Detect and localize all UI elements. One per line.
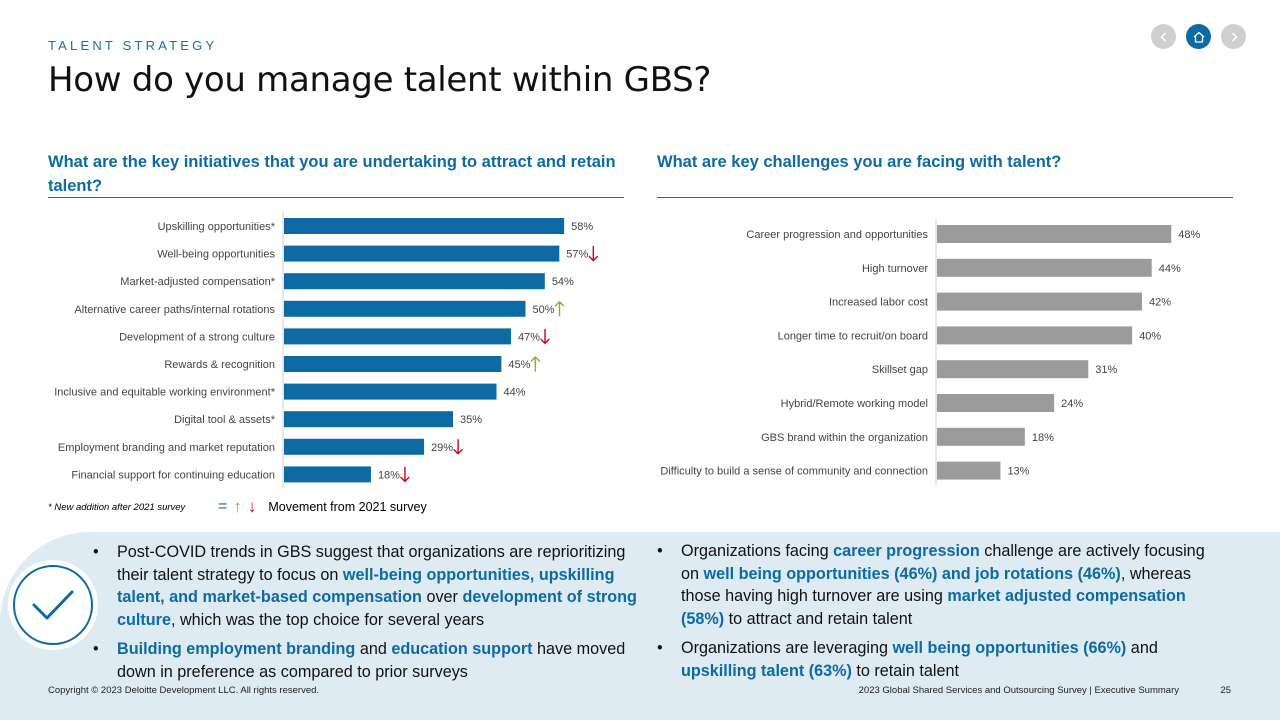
legend: = ↑ ↓ Movement from 2021 survey: [218, 497, 427, 517]
value-label: 42%: [1149, 297, 1171, 309]
value-label: 29%: [431, 442, 453, 454]
value-label: 50%: [533, 304, 555, 316]
value-label: 31%: [1095, 364, 1117, 376]
equal-icon: =: [218, 498, 228, 515]
bar: [937, 326, 1133, 345]
value-label: 58%: [571, 221, 593, 233]
value-label: 18%: [1032, 432, 1054, 444]
insight-bullet: Building employment branding and educati…: [93, 638, 652, 683]
category-label: Inclusive and equitable working environm…: [54, 387, 275, 399]
arrow-up-icon: ↑: [233, 497, 242, 516]
value-label: 45%: [508, 359, 530, 371]
next-button[interactable]: [1221, 24, 1246, 49]
chevron-left-icon: [1159, 31, 1166, 42]
prev-button[interactable]: [1151, 24, 1176, 49]
category-label: GBS brand within the organization: [761, 432, 928, 444]
value-label: 35%: [460, 414, 482, 426]
category-label: Career progression and opportunities: [746, 229, 928, 241]
arrow-down-icon: [540, 328, 550, 345]
value-label: 57%: [566, 249, 588, 261]
value-label: 47%: [518, 331, 540, 343]
category-label: Longer time to recruit/on board: [778, 330, 928, 342]
value-label: 40%: [1139, 330, 1161, 342]
slide-navigation: [1151, 24, 1246, 49]
value-label: 13%: [1007, 466, 1029, 478]
category-label: Market-adjusted compensation*: [120, 276, 275, 288]
arrow-down-icon: ↓: [247, 497, 257, 516]
left-divider: [48, 197, 624, 198]
category-label: Skillset gap: [872, 364, 928, 376]
category-label: Well-being opportunities: [157, 249, 275, 261]
initiatives-heading: What are the key initiatives that you ar…: [48, 153, 616, 195]
bar: [284, 300, 526, 317]
value-label: 18%: [378, 469, 400, 481]
bar: [937, 225, 1172, 243]
bar: [284, 466, 371, 483]
category-label: Digital tool & assets*: [174, 414, 276, 426]
arrow-down-icon: [400, 466, 410, 483]
bar: [284, 218, 565, 234]
category-label: Development of a strong culture: [119, 331, 275, 343]
bar: [284, 273, 545, 290]
value-label: 48%: [1178, 229, 1200, 241]
category-label: Difficulty to build a sense of community…: [660, 466, 928, 478]
checkmark-badge: [8, 560, 98, 650]
insight-bullet: Organizations facing career progression …: [657, 540, 1226, 630]
bar: [284, 438, 425, 455]
value-label: 54%: [552, 276, 574, 288]
value-label: 44%: [504, 387, 526, 399]
bar: [937, 394, 1055, 412]
category-label: Increased labor cost: [829, 297, 928, 309]
bar: [937, 461, 1001, 480]
category-label: Upskilling opportunities*: [158, 221, 276, 233]
legend-label: Movement from 2021 survey: [268, 500, 427, 514]
category-label: High turnover: [862, 263, 928, 275]
arrow-up-icon: [554, 301, 565, 317]
value-label: 24%: [1061, 398, 1083, 410]
bar: [937, 292, 1142, 311]
bar: [284, 245, 560, 262]
challenges-bar-chart: Career progression and opportunities 48% H…: [660, 219, 1200, 486]
category-label: Financial support for continuing educati…: [71, 469, 275, 481]
bar: [284, 383, 497, 400]
copyright: Copyright © 2023 Deloitte Development LL…: [48, 685, 320, 696]
category-label: Alternative career paths/internal rotati…: [74, 304, 275, 316]
right-divider: [657, 197, 1233, 198]
footnote: * New addition after 2021 survey: [48, 502, 186, 513]
checkmark-icon: [32, 590, 74, 620]
challenges-heading: What are key challenges you are facing w…: [657, 153, 1062, 171]
section-kicker: TALENT STRATEGY: [48, 38, 218, 53]
page-number: 25: [1220, 685, 1231, 696]
bar: [937, 258, 1152, 277]
arrow-down-icon: [453, 439, 463, 455]
left-insights: Post-COVID trends in GBS suggest that or…: [93, 541, 652, 690]
report-name: 2023 Global Shared Services and Outsourc…: [858, 685, 1179, 696]
page-title: How do you manage talent within GBS?: [48, 60, 712, 100]
chevron-right-icon: [1231, 31, 1238, 42]
category-label: Employment branding and market reputatio…: [58, 442, 275, 454]
category-label: Rewards & recognition: [164, 359, 275, 371]
insight-bullet: Post-COVID trends in GBS suggest that or…: [93, 541, 652, 631]
home-button[interactable]: [1186, 24, 1211, 49]
arrow-down-icon: [588, 245, 599, 262]
arrow-up-icon: [530, 356, 541, 372]
bar: [284, 356, 502, 372]
right-insights: Organizations facing career progression …: [657, 540, 1226, 689]
value-label: 44%: [1159, 263, 1181, 275]
bar: [937, 427, 1025, 446]
home-icon: [1193, 31, 1204, 43]
insight-bullet: Organizations are leveraging well being …: [657, 637, 1226, 682]
category-label: Hybrid/Remote working model: [781, 398, 928, 410]
bar: [937, 360, 1089, 379]
bar: [284, 411, 454, 428]
bar: [284, 328, 512, 345]
initiatives-bar-chart: Upskilling opportunities* 58% Well-being o…: [54, 212, 599, 489]
